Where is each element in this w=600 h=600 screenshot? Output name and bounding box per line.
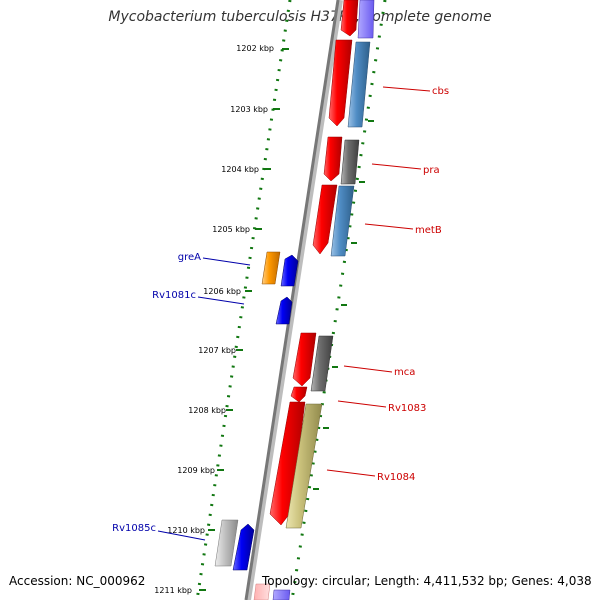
label-leader (202, 257, 251, 266)
gene-partial-bottom-lavender[interactable] (272, 589, 291, 600)
gene-label-Rv1085c[interactable]: Rv1085c (112, 523, 156, 534)
gene-mca[interactable] (292, 332, 317, 387)
outer-ticks (313, 120, 374, 490)
gene-partial-top-red[interactable] (340, 0, 359, 37)
gene-Rv1084-feature[interactable] (285, 403, 323, 529)
map-title: Mycobacterium tuberculosis H37Rv, comple… (108, 9, 492, 25)
gene-metB-feature[interactable] (330, 185, 355, 257)
gene-cbs[interactable] (328, 39, 353, 127)
gene-label-mca[interactable]: mca (394, 367, 415, 378)
accession-text: Accession: NC_000962 (9, 574, 146, 588)
reverse-gene-labels: greA Rv1081c Rv1085c (112, 252, 251, 541)
gene-pra[interactable] (323, 136, 343, 182)
ruler-label: 1202 kbp (236, 44, 274, 53)
ruler-label: 1209 kbp (177, 466, 215, 475)
ruler-dotted-line-inner (195, 0, 292, 600)
gene-label-Rv1083[interactable]: Rv1083 (388, 403, 426, 414)
label-leader (326, 469, 376, 477)
label-leader (343, 365, 393, 373)
gene-label-metB[interactable]: metB (415, 225, 442, 236)
gene-label-cbs[interactable]: cbs (432, 86, 449, 97)
gene-pra-feature[interactable] (340, 139, 360, 185)
gene-Rv1084[interactable] (269, 401, 306, 526)
gene-label-greA[interactable]: greA (178, 252, 201, 263)
ruler-label: 1204 kbp (221, 165, 259, 174)
label-leader (364, 223, 414, 230)
ruler-label: 1205 kbp (212, 225, 250, 234)
gene-greA[interactable] (280, 254, 299, 287)
ruler-label: 1210 kbp (167, 526, 205, 535)
gene-partial-bottom-pale[interactable] (253, 583, 271, 600)
gene-metB[interactable] (312, 184, 338, 255)
genome-backbone (244, 0, 340, 600)
ruler-label: 1206 kbp (203, 287, 241, 296)
gene-greA-feature[interactable] (261, 251, 281, 285)
gene-Rv1085c[interactable] (232, 523, 255, 571)
label-leader (157, 530, 206, 541)
label-leader (337, 400, 387, 408)
forward-gene-labels: cbs pra metB mca Rv1083 Rv1084 (326, 86, 449, 483)
gene-Rv1081c[interactable] (275, 296, 293, 325)
gene-partial-top-lavender[interactable] (357, 0, 375, 39)
ruler-label: 1207 kbp (198, 346, 236, 355)
ruler-label: 1203 kbp (230, 105, 268, 114)
gene-label-Rv1084[interactable]: Rv1084 (377, 472, 415, 483)
gene-Rv1085c-feature[interactable] (214, 519, 239, 567)
gene-label-pra[interactable]: pra (423, 165, 440, 176)
ruler-labels: 1202 kbp 1203 kbp 1204 kbp 1205 kbp 1206… (154, 44, 274, 595)
ruler-dotted-line-outer (290, 0, 387, 600)
label-leader (371, 163, 422, 170)
gene-mca-feature[interactable] (310, 335, 334, 392)
ruler-ticks (199, 48, 289, 591)
forward-strand-genes (253, 0, 375, 600)
gene-Rv1083[interactable] (290, 386, 308, 403)
gene-label-Rv1081c[interactable]: Rv1081c (152, 290, 196, 301)
label-leader (197, 296, 245, 305)
label-leader (382, 86, 431, 92)
ruler-label: 1211 kbp (154, 586, 192, 595)
reverse-strand-genes (214, 251, 299, 571)
genome-backbone-shadow (245, 0, 343, 600)
topology-text: Topology: circular; Length: 4,411,532 bp… (262, 574, 592, 588)
ruler-label: 1208 kbp (188, 406, 226, 415)
gene-cbs-feature[interactable] (347, 41, 371, 128)
